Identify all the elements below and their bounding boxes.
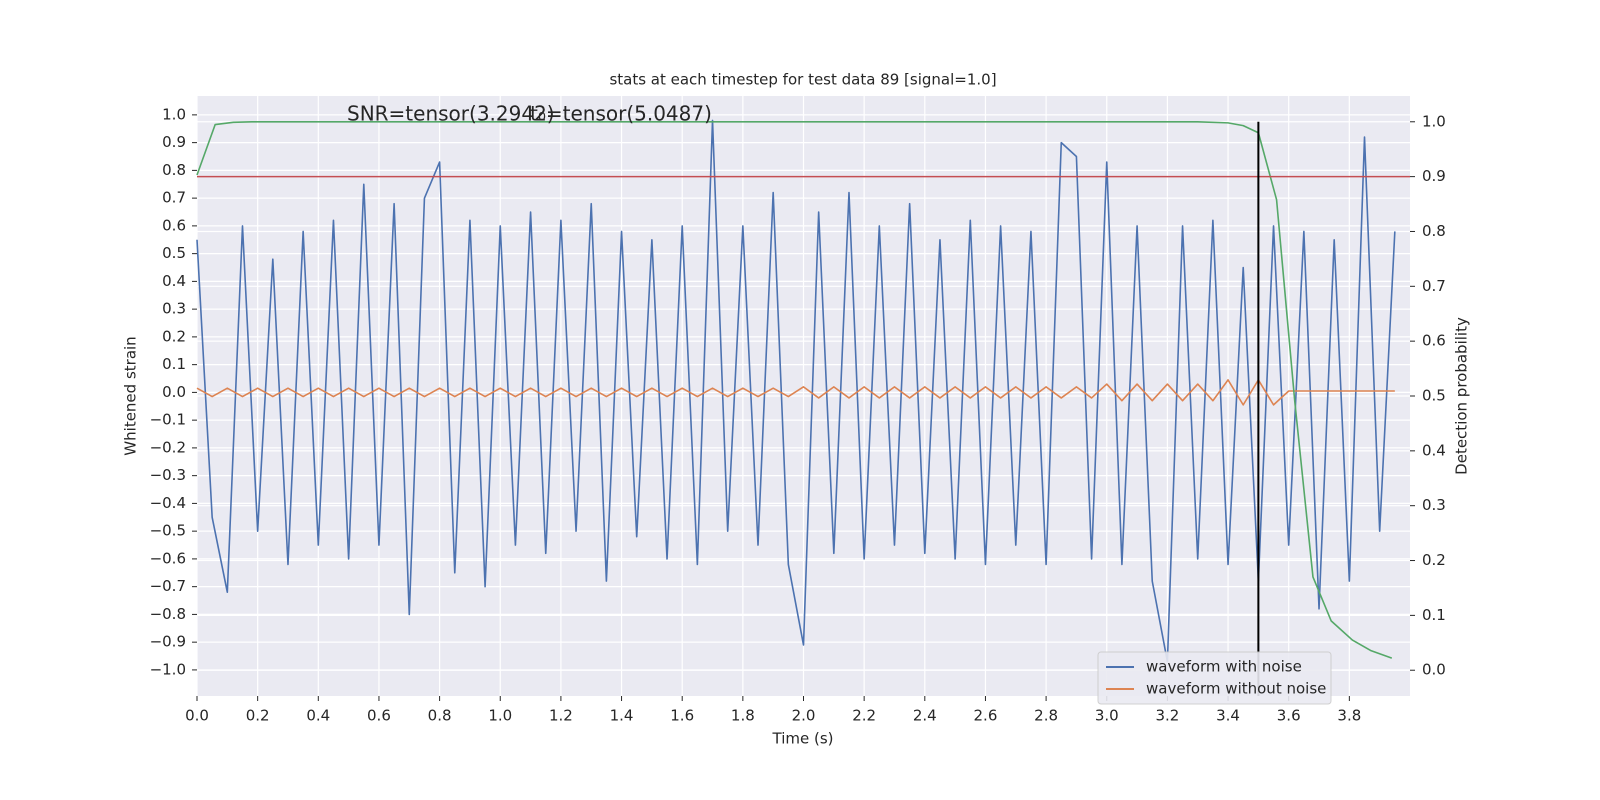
- chart-title: stats at each timestep for test data 89 …: [609, 71, 996, 89]
- legend-label: waveform without noise: [1146, 680, 1326, 698]
- y-tick-label: 0.8: [162, 161, 186, 179]
- x-tick-label: 0.2: [246, 707, 270, 725]
- x-tick-label: 3.6: [1277, 707, 1301, 725]
- y2-axis-label: Detection probability: [1453, 317, 1471, 475]
- x-tick-label: 2.6: [974, 707, 998, 725]
- y2-tick-label: 0.5: [1422, 387, 1446, 405]
- y-tick-label: −0.8: [150, 605, 186, 623]
- y2-tick-label: 0.3: [1422, 496, 1446, 514]
- legend-label: waveform with noise: [1146, 658, 1302, 676]
- y2-tick-label: 0.2: [1422, 551, 1446, 569]
- y2-tick-label: 0.4: [1422, 441, 1446, 459]
- annotation: SNR=tensor(3.2942): [347, 102, 555, 126]
- y2-tick-label: 0.1: [1422, 606, 1446, 624]
- x-tick-label: 1.8: [731, 707, 755, 725]
- y-tick-label: −0.7: [150, 577, 186, 595]
- annotation: t₀=tensor(5.0487): [530, 102, 712, 126]
- y-tick-label: −0.3: [150, 466, 186, 484]
- y-tick-label: −0.2: [150, 438, 186, 456]
- y-tick-label: 0.0: [162, 383, 186, 401]
- y-tick-label: 0.4: [162, 272, 186, 290]
- x-tick-label: 2.8: [1034, 707, 1058, 725]
- y-axis-label: Whitened strain: [122, 336, 140, 455]
- x-tick-label: 0.4: [306, 707, 330, 725]
- x-tick-label: 3.0: [1095, 707, 1119, 725]
- y2-tick-label: 0.7: [1422, 277, 1446, 295]
- y-tick-label: −0.5: [150, 522, 186, 540]
- y-tick-label: −0.1: [150, 411, 186, 429]
- x-axis-label: Time (s): [772, 730, 834, 748]
- y2-tick-label: 1.0: [1422, 112, 1446, 130]
- y2-tick-label: 0.6: [1422, 332, 1446, 350]
- series-line: [196, 379, 1395, 406]
- x-tick-label: 0.8: [428, 707, 452, 725]
- x-tick-label: 1.2: [549, 707, 573, 725]
- y-tick-label: −0.4: [150, 494, 186, 512]
- series-line: [196, 119, 1396, 663]
- y2-tick-label: 0.8: [1422, 222, 1446, 240]
- x-tick-label: 0.0: [185, 707, 209, 725]
- y-tick-label: −1.0: [150, 660, 186, 678]
- x-tick-label: 2.2: [852, 707, 876, 725]
- series-line: [196, 120, 1393, 659]
- x-tick-label: 3.8: [1337, 707, 1361, 725]
- x-tick-label: 3.2: [1155, 707, 1179, 725]
- x-tick-label: 0.6: [367, 707, 391, 725]
- y-tick-label: 0.3: [162, 300, 186, 318]
- y-tick-label: 0.1: [162, 355, 186, 373]
- x-tick-label: 1.4: [610, 707, 634, 725]
- y-tick-label: 0.7: [162, 189, 186, 207]
- y-tick-label: −0.9: [150, 633, 186, 651]
- y2-tick-label: 0.9: [1422, 167, 1446, 185]
- y-tick-label: 0.2: [162, 327, 186, 345]
- x-tick-label: 3.4: [1216, 707, 1240, 725]
- y-tick-label: 0.5: [162, 244, 186, 262]
- x-tick-label: 2.4: [913, 707, 937, 725]
- x-tick-label: 1.6: [670, 707, 694, 725]
- y-tick-label: −0.6: [150, 549, 186, 567]
- y-tick-label: 0.6: [162, 216, 186, 234]
- y-tick-label: 0.9: [162, 133, 186, 151]
- x-tick-label: 2.0: [792, 707, 816, 725]
- y2-tick-label: 0.0: [1422, 661, 1446, 679]
- x-tick-label: 1.0: [488, 707, 512, 725]
- legend-box: [1097, 651, 1332, 705]
- y-tick-label: 1.0: [162, 105, 186, 123]
